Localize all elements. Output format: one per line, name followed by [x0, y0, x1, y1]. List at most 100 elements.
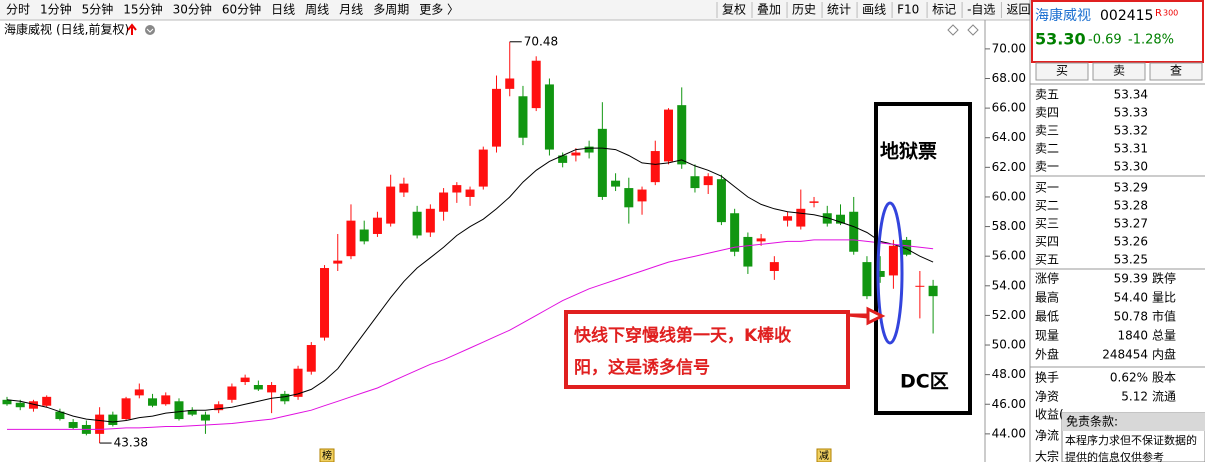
toolbar-tab[interactable]: 更多 〉 [419, 3, 459, 17]
candle-body [386, 186, 396, 224]
zone-box [874, 102, 972, 415]
trade-button[interactable] [1149, 62, 1203, 81]
book-label: 卖三 [1035, 124, 1059, 138]
candle-body [624, 188, 634, 208]
toolbar-button[interactable]: 历史 [792, 3, 816, 17]
candle-body [597, 128, 607, 197]
corner-icons[interactable] [947, 24, 979, 36]
stat-value: 54.40 [1114, 291, 1148, 305]
marker: 减 [819, 450, 829, 462]
toolbar-tab[interactable]: 日线 [271, 3, 295, 17]
change: -0.69 [1088, 33, 1122, 48]
toolbar-button[interactable]: F10 [897, 3, 919, 17]
stat-value: 59.39 [1114, 272, 1148, 286]
y-tick-label: 60.00 [992, 189, 1026, 203]
candle-body [730, 213, 740, 252]
book-price: 53.27 [1114, 217, 1148, 231]
stat-label: 股本 [1152, 371, 1176, 385]
price: 53.30 [1035, 30, 1086, 49]
candle-body [15, 402, 25, 408]
change-pct: -1.28% [1128, 33, 1174, 48]
book-price: 53.30 [1114, 160, 1148, 174]
zone-label: DC区 [900, 371, 949, 393]
toolbar-tab[interactable]: 分时 [6, 3, 30, 17]
candle-body [703, 176, 713, 186]
stat-label: 市值 [1152, 309, 1176, 324]
candle-body [42, 396, 52, 406]
chart-title: 海康威视 [4, 22, 52, 37]
y-tick-label: 66.00 [992, 101, 1026, 115]
book-price: 53.32 [1114, 124, 1148, 138]
y-tick-label: 62.00 [992, 160, 1026, 174]
candle-body [293, 368, 303, 397]
marker-box [319, 448, 335, 462]
candle-body [915, 285, 925, 287]
trade-button-label[interactable]: 买 [1056, 64, 1068, 78]
dropdown-icon[interactable] [145, 25, 155, 35]
toolbar-tab[interactable]: 周线 [305, 3, 329, 17]
candle-body [68, 422, 78, 428]
toolbar-tab[interactable]: 30分钟 [173, 2, 212, 17]
candle-body [359, 229, 369, 242]
candle-body [558, 155, 568, 163]
toolbar-tab[interactable]: 60分钟 [222, 2, 261, 17]
candle-body [412, 211, 422, 236]
candle-body [584, 146, 594, 153]
book-price: 53.26 [1114, 235, 1148, 249]
book-price: 53.25 [1114, 253, 1148, 267]
candle-body [888, 245, 898, 276]
toolbar-button[interactable]: 标记 [932, 3, 956, 17]
stat-label: 最低 [1035, 310, 1059, 324]
trade-button[interactable] [1092, 62, 1146, 81]
candle-body [571, 152, 581, 156]
book-label: 买五 [1035, 253, 1059, 267]
stat-label: 外盘 [1035, 347, 1059, 362]
book-label: 买三 [1035, 217, 1059, 231]
moving-average [6, 147, 934, 423]
candle-body [835, 214, 845, 224]
candle-body [399, 183, 409, 193]
chart-subtitle: (日线,前复权) [56, 22, 129, 37]
arrow-icon[interactable] [127, 23, 137, 35]
y-tick-label: 44.00 [992, 426, 1026, 440]
candle-body [253, 385, 263, 390]
trade-button-label[interactable]: 查 [1170, 64, 1182, 78]
toolbar-tab[interactable]: 月线 [339, 3, 363, 17]
candle-body [849, 211, 859, 252]
book-price: 53.31 [1114, 142, 1148, 156]
toolbar-tab[interactable]: 15分钟 [123, 2, 162, 17]
stat-label: 跌停 [1152, 271, 1176, 286]
candle-body [690, 176, 700, 189]
candle-body [372, 217, 382, 234]
book-label: 卖二 [1035, 142, 1059, 156]
stat-label: 涨停 [1035, 271, 1059, 286]
candle-body [875, 270, 885, 277]
candle-body [108, 414, 118, 425]
y-tick-label: 70.00 [992, 41, 1026, 55]
toolbar-tab[interactable]: 1分钟 [40, 2, 72, 17]
toolbar-button[interactable]: 画线 [862, 3, 886, 17]
y-tick-label: 64.00 [992, 130, 1026, 144]
y-tick-label: 68.00 [992, 71, 1026, 85]
toolbar-button[interactable]: 返回 [1006, 3, 1030, 17]
candle-body [637, 189, 647, 202]
toolbar-button[interactable]: 统计 [827, 3, 851, 17]
candle-body [280, 393, 290, 402]
toolbar-tab[interactable]: 多周期 [373, 3, 409, 17]
toolbar-button[interactable]: 叠加 [757, 3, 781, 17]
book-label: 卖四 [1035, 106, 1059, 120]
book-label: 买二 [1035, 199, 1059, 213]
toolbar-tab[interactable]: 5分钟 [82, 2, 114, 17]
stat-value: 50.78 [1114, 310, 1148, 324]
notice-text: 本程序力求但不保证数据的 [1065, 433, 1197, 447]
trade-button-label[interactable]: 卖 [1113, 64, 1125, 78]
marker: 榜 [322, 449, 332, 462]
candle-body [518, 96, 528, 138]
trade-button[interactable] [1035, 62, 1089, 81]
stat-label: 最高 [1035, 290, 1059, 305]
stat-label: 净流 [1035, 429, 1059, 443]
toolbar-button[interactable]: 复权 [722, 3, 746, 17]
toolbar-button[interactable]: -自选 [967, 3, 995, 17]
candle-body [756, 238, 766, 242]
